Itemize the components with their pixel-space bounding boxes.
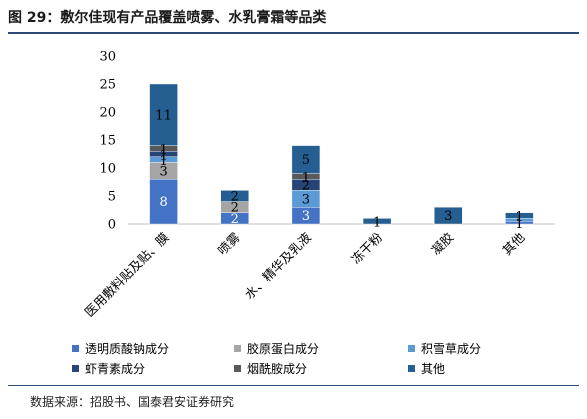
data-label: 3 [159,164,167,179]
x-category-label: 水、精华及乳液 [242,229,315,302]
data-label: 2 [302,178,310,193]
bar-segment [291,145,321,174]
y-tick-label: 10 [99,162,116,177]
y-tick-label: 30 [99,50,116,65]
bar-segment [220,190,249,202]
x-category-label: 凝胶 [428,230,456,258]
y-tick-label: 15 [99,134,116,149]
footer-rule [8,385,579,386]
x-category-label: 其他 [499,229,528,258]
data-label: 1 [515,210,523,225]
data-label: 3 [302,209,310,224]
source-note: 数据来源：招股书、国泰君安证券研究 [30,395,235,409]
legend-label: 虾青素成分 [85,362,146,376]
legend-item: 积雪草成分 [408,340,481,357]
chart-category-labels: 医用敷料贴及贴、膜 喷雾水、精华及乳液 冻干粉 凝胶 其他 [82,229,528,320]
legend-item: 透明质酸钠成分 [72,340,169,357]
legend-swatch [408,365,415,372]
legend-item: 其他 [408,360,445,377]
bar-segment [505,212,534,219]
data-label: 8 [159,195,167,210]
y-tick-label: 20 [99,106,116,121]
legend-item: 虾青素成分 [72,360,145,377]
y-tick-label: 25 [99,78,116,93]
legend-label: 胶原蛋白成分 [247,342,320,356]
data-label: 1 [159,154,167,169]
data-label: 1 [373,216,381,231]
legend-swatch [234,365,241,372]
data-label: 2 [231,190,239,205]
bar-segment [149,178,178,225]
bar-segment [362,218,392,225]
data-label: 3 [444,209,452,224]
data-label: 1 [515,217,523,232]
data-label: 5 [302,153,310,168]
legend-item: 胶原蛋白成分 [234,340,319,357]
legend-label: 烟酰胺成分 [247,362,308,376]
data-label: 2 [231,201,239,216]
data-label: 1 [302,171,310,186]
legend-label: 其他 [421,362,446,376]
legend-swatch [408,345,415,352]
title-rule [8,32,579,34]
bar-segment [434,206,463,225]
x-category-label: 冻干粉 [348,229,385,266]
data-label: 11 [155,108,172,123]
data-label: 1 [159,143,167,158]
chart-bars [149,83,534,225]
bar-segment [149,83,178,146]
legend-swatch [72,345,79,352]
x-category-label: 喷雾 [215,229,244,258]
data-label: 3 [302,192,310,207]
legend-swatch [72,365,79,372]
legend-item: 烟酰胺成分 [234,360,307,377]
legend-swatch [234,345,241,352]
figure-title: 图 29：敷尔佳现有产品覆盖喷雾、水乳膏霜等品类 [8,10,327,26]
legend-label: 积雪草成分 [421,342,482,356]
y-tick-label: 0 [108,218,116,233]
y-tick-label: 5 [108,190,116,205]
data-label: 1 [159,149,167,164]
x-category-label: 医用敷料贴及贴、膜 [82,230,172,320]
data-label: 2 [231,212,239,227]
legend-label: 透明质酸钠成分 [85,342,170,356]
